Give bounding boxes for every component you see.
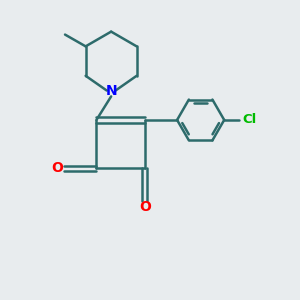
Text: Cl: Cl <box>243 113 257 127</box>
Text: O: O <box>139 200 151 214</box>
Text: O: O <box>52 161 64 175</box>
Text: N: N <box>105 83 117 98</box>
